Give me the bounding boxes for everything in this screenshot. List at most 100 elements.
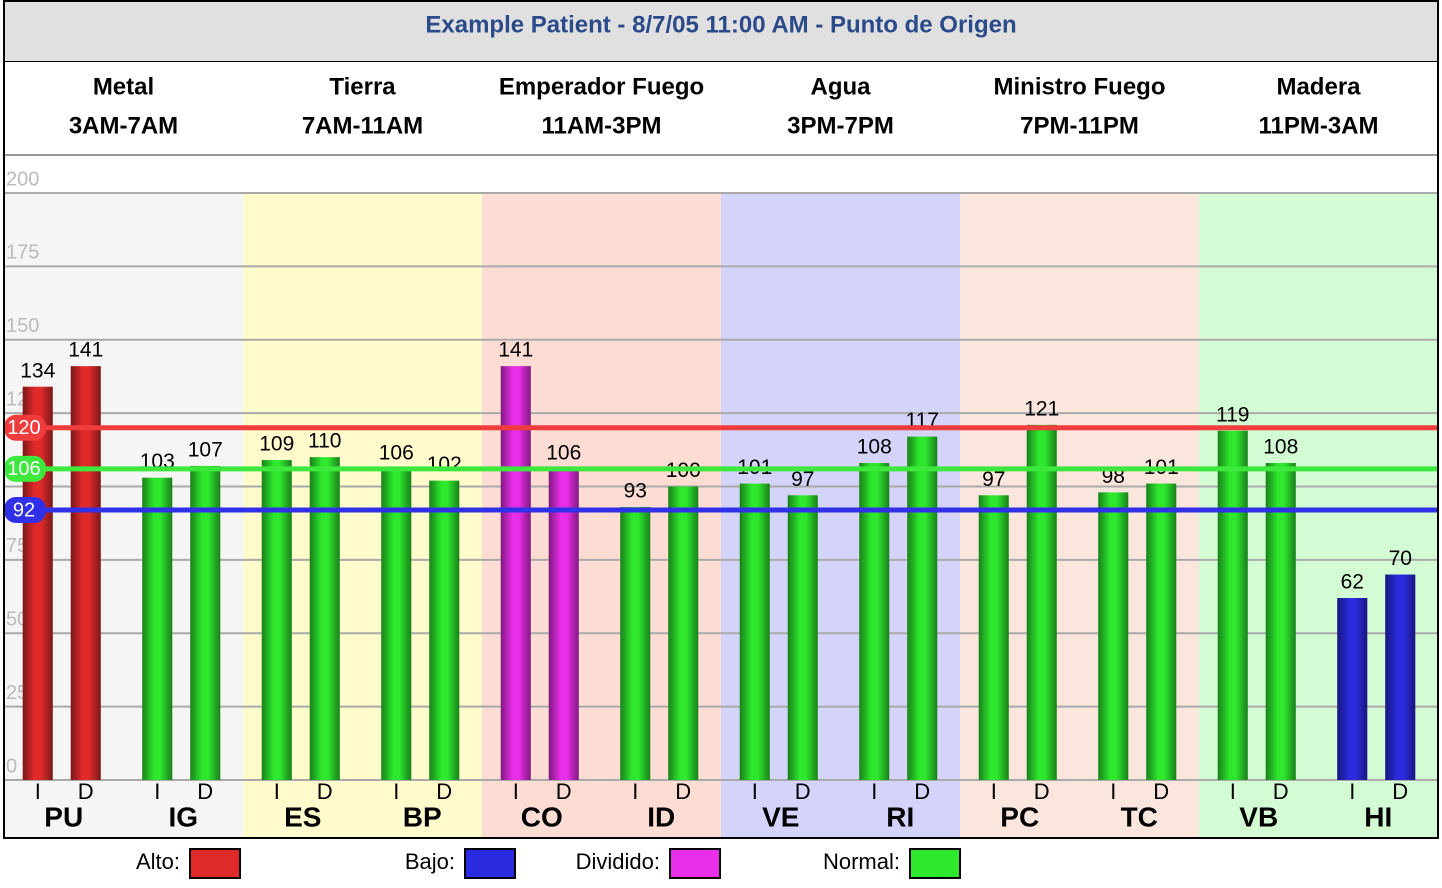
x-tick-label: VB — [1239, 801, 1278, 832]
series-label: I — [35, 779, 41, 804]
series-label: I — [1230, 779, 1236, 804]
series-label: I — [991, 779, 997, 804]
x-tick-label: IG — [168, 801, 198, 832]
x-tick-label: BP — [403, 801, 442, 832]
reference-badge — [4, 414, 46, 441]
group-name: Tierra — [329, 73, 396, 100]
x-tick-label: VE — [762, 801, 799, 832]
series-label: D — [795, 779, 811, 804]
y-tick-label: 50 — [6, 609, 28, 631]
value-label: 134 — [20, 359, 55, 382]
value-label: 119 — [1216, 403, 1249, 426]
reference-badge — [4, 496, 46, 523]
series-label: D — [1273, 779, 1289, 804]
bar-shade — [309, 457, 340, 780]
value-label: 108 — [857, 436, 892, 459]
value-label: 107 — [188, 439, 223, 462]
series-label: I — [871, 779, 877, 804]
group-name: Agua — [811, 73, 872, 100]
x-tick-label: PU — [44, 801, 83, 832]
bar-shade — [907, 436, 938, 780]
series-label: D — [556, 779, 572, 804]
bar-shade — [1337, 598, 1368, 780]
x-tick-label: CO — [521, 801, 563, 832]
legend-swatch — [669, 848, 721, 879]
series-label: I — [274, 779, 280, 804]
value-label: 106 — [546, 441, 581, 464]
bar-shade — [668, 486, 699, 780]
group-time: 11PM-3AM — [1258, 112, 1378, 139]
title-bar — [3, 0, 1439, 63]
bar-shade — [1217, 430, 1248, 780]
group-time: 7AM-11AM — [302, 112, 423, 139]
bar-shade — [1026, 424, 1057, 780]
header-row — [4, 62, 1438, 155]
series-label: I — [154, 779, 160, 804]
bar-shade — [1146, 483, 1177, 780]
value-label: 141 — [498, 339, 533, 362]
x-tick-label: ES — [284, 801, 321, 832]
bar-shade — [429, 480, 460, 780]
bar-shade — [739, 483, 770, 780]
value-label: 109 — [259, 433, 294, 456]
bar-shade — [787, 495, 818, 780]
value-label: 108 — [1263, 436, 1298, 459]
x-tick-label: PC — [1000, 801, 1039, 832]
series-label: D — [1034, 779, 1050, 804]
bar-shade — [1265, 463, 1296, 780]
y-tick-label: 175 — [6, 242, 39, 264]
reference-label: 106 — [7, 458, 40, 480]
x-tick-label: RI — [886, 801, 914, 832]
reference-label: 120 — [7, 417, 40, 439]
group-time: 3AM-7AM — [69, 112, 178, 139]
bar-shade — [548, 468, 579, 780]
value-label: 141 — [68, 339, 103, 362]
legend-label: Alto: — [136, 849, 180, 874]
group-time: 3PM-7PM — [787, 112, 894, 139]
bar-shade — [261, 460, 292, 780]
series-label: I — [1349, 779, 1355, 804]
reference-label: 92 — [13, 499, 35, 521]
chart-title: Example Patient - 8/7/05 11:00 AM - Punt… — [425, 11, 1016, 38]
series-label: D — [197, 779, 213, 804]
group-time: 7PM-11PM — [1020, 112, 1139, 139]
bar-shade — [142, 477, 173, 780]
group-name: Emperador Fuego — [499, 73, 704, 100]
value-label: 97 — [791, 468, 814, 491]
bar-shade — [190, 465, 221, 780]
bar-shade — [1385, 574, 1416, 780]
chart-frame — [3, 0, 1439, 839]
y-tick-label: 25 — [6, 682, 28, 704]
group-name: Ministro Fuego — [994, 73, 1166, 100]
legend-swatch — [909, 848, 961, 879]
value-label: 121 — [1024, 397, 1059, 420]
bar-shade — [70, 366, 101, 780]
series-label: I — [1110, 779, 1116, 804]
reference-badge — [4, 455, 46, 482]
value-label: 102 — [427, 453, 462, 476]
y-tick-label: 200 — [6, 168, 39, 190]
legend-swatch — [464, 848, 516, 879]
legend-label: Bajo: — [405, 849, 455, 874]
series-label: I — [632, 779, 638, 804]
value-label: 110 — [308, 430, 341, 453]
series-label: D — [317, 779, 333, 804]
group-time: 11AM-3PM — [541, 112, 661, 139]
series-label: D — [1153, 779, 1169, 804]
value-label: 97 — [982, 468, 1005, 491]
series-label: D — [914, 779, 930, 804]
group-name: Metal — [93, 73, 154, 100]
series-label: D — [436, 779, 452, 804]
series-label: D — [78, 779, 94, 804]
value-label: 62 — [1341, 571, 1364, 594]
series-label: I — [752, 779, 758, 804]
bar-shade — [620, 507, 651, 780]
series-label: I — [393, 779, 399, 804]
legend-label: Normal: — [823, 849, 900, 874]
x-tick-label: ID — [647, 801, 675, 832]
bar-shade — [978, 495, 1009, 780]
bar-shade — [381, 468, 412, 780]
bar-shade — [1098, 492, 1129, 780]
y-tick-label: 0 — [6, 755, 17, 777]
